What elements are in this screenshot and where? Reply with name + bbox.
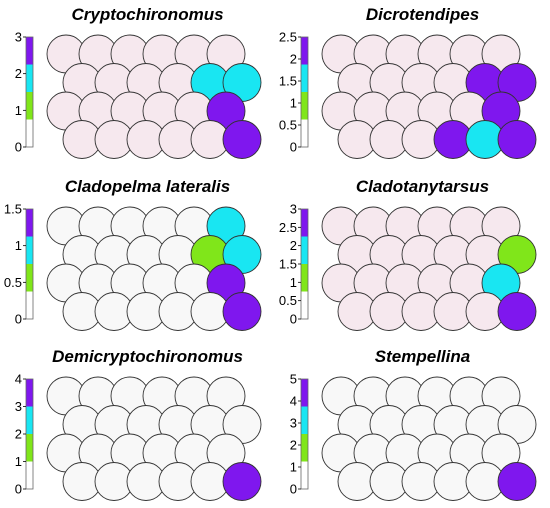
- colorbar-tick-label: 5: [290, 372, 297, 387]
- colorbar: 0 0.5 1 1.5 2 2.5: [279, 30, 309, 155]
- colorbar-band-1: [301, 264, 308, 292]
- colorbar-band-0: [301, 461, 308, 489]
- panel-1: Cryptochironomus 0 1 2 3: [15, 5, 262, 159]
- colorbar-tick-label: 1: [290, 460, 297, 475]
- colorbar-tick-label: 0: [290, 140, 297, 155]
- colorbar-tick-label: 1: [15, 454, 22, 469]
- colorbar-tick-label: 0: [290, 482, 297, 497]
- colorbar-tick-label: 2: [15, 427, 22, 442]
- panel-4: Cladotanytarsus 0 0.5 1 1.5 2 2.5 3: [279, 177, 537, 331]
- colorbar-tick-label: 1.5: [279, 257, 297, 272]
- colorbar-tick-label: 0: [290, 312, 297, 327]
- colorbar-tick-label: 0.5: [4, 275, 22, 290]
- colorbar-tick-label: 2: [290, 438, 297, 453]
- hex-cell: [222, 120, 262, 159]
- colorbar-tick-label: 0: [15, 312, 22, 327]
- panel-title: Cladotanytarsus: [356, 177, 489, 196]
- hex-grid: [321, 34, 537, 159]
- colorbar-tick-label: 2.5: [279, 30, 297, 45]
- colorbar-band-2: [26, 236, 33, 264]
- colorbar-tick-label: 3: [290, 202, 297, 217]
- colorbar-tick-label: 0.5: [279, 118, 297, 133]
- colorbar-frame: [25, 36, 34, 148]
- colorbar-band-0: [301, 119, 308, 147]
- colorbar-tick-label: 0: [15, 482, 22, 497]
- colorbar-band-1: [26, 92, 33, 120]
- colorbar: 0 1 2 3 4 5: [290, 372, 309, 497]
- colorbar: 0 0.5 1 1.5: [4, 202, 34, 327]
- colorbar-band-1: [301, 434, 308, 462]
- hex-cell: [497, 120, 537, 159]
- panel-title: Cryptochironomus: [71, 5, 223, 24]
- colorbar-tick-label: 1: [15, 103, 22, 118]
- panel-title: Demicryptochironomus: [52, 347, 243, 366]
- colorbar: 0 1 2 3 4: [15, 372, 34, 497]
- colorbar-band-3: [301, 37, 308, 65]
- colorbar-band-3: [301, 379, 308, 407]
- hex-cell: [222, 462, 262, 501]
- colorbar-tick-label: 3: [290, 416, 297, 431]
- colorbar-tick-label: 3: [15, 399, 22, 414]
- panel-3: Cladopelma lateralis 0 0.5 1 1.5: [4, 177, 262, 331]
- colorbar-band-3: [26, 379, 33, 407]
- colorbar-band-2: [301, 406, 308, 434]
- hex-grid: [321, 376, 537, 501]
- colorbar-tick-label: 1.5: [279, 74, 297, 89]
- colorbar-tick-label: 2: [290, 238, 297, 253]
- colorbar-frame: [300, 36, 309, 148]
- hex-grid: [46, 206, 262, 331]
- panel-title: Stempellina: [375, 347, 470, 366]
- colorbar-band-0: [26, 119, 33, 147]
- colorbar-band-1: [26, 434, 33, 462]
- colorbar-band-2: [301, 236, 308, 264]
- panel-title: Dicrotendipes: [366, 5, 479, 24]
- colorbar: 0 0.5 1 1.5 2 2.5 3: [279, 202, 309, 327]
- colorbar-tick-label: 4: [15, 372, 22, 387]
- hex-cell: [497, 462, 537, 501]
- colorbar-tick-label: 2: [15, 66, 22, 81]
- colorbar-tick-label: 1: [15, 238, 22, 253]
- colorbar-band-1: [301, 92, 308, 120]
- panel-6: Stempellina 0 1 2 3 4 5: [290, 347, 537, 501]
- colorbar-band-0: [26, 461, 33, 489]
- hex-grid: [46, 376, 262, 501]
- colorbar-band-3: [26, 37, 33, 65]
- colorbar-band-3: [301, 209, 308, 237]
- colorbar-tick-label: 1.5: [4, 202, 22, 217]
- colorbar: 0 1 2 3: [15, 30, 34, 155]
- colorbar-tick-label: 1: [290, 96, 297, 111]
- colorbar-band-0: [26, 291, 33, 319]
- colorbar-tick-label: 3: [15, 30, 22, 45]
- colorbar-band-3: [26, 209, 33, 237]
- colorbar-frame: [25, 208, 34, 320]
- panel-2: Dicrotendipes 0 0.5 1 1.5 2 2.5: [279, 5, 537, 159]
- colorbar-band-1: [26, 264, 33, 292]
- colorbar-tick-label: 4: [290, 394, 297, 409]
- colorbar-band-2: [26, 64, 33, 92]
- colorbar-tick-label: 2: [290, 52, 297, 67]
- colorbar-band-2: [301, 64, 308, 92]
- hex-grid: [46, 34, 262, 159]
- hex-grid: [321, 206, 537, 331]
- colorbar-band-0: [301, 291, 308, 319]
- panel-title: Cladopelma lateralis: [65, 177, 230, 196]
- hex-cell: [497, 292, 537, 331]
- colorbar-tick-label: 0.5: [279, 293, 297, 308]
- colorbar-tick-label: 2.5: [279, 220, 297, 235]
- hex-cell: [222, 292, 262, 331]
- colorbar-tick-label: 0: [15, 140, 22, 155]
- panel-5: Demicryptochironomus 0 1 2 3 4: [15, 347, 262, 501]
- colorbar-frame: [300, 378, 309, 490]
- colorbar-band-2: [26, 406, 33, 434]
- colorbar-tick-label: 1: [290, 275, 297, 290]
